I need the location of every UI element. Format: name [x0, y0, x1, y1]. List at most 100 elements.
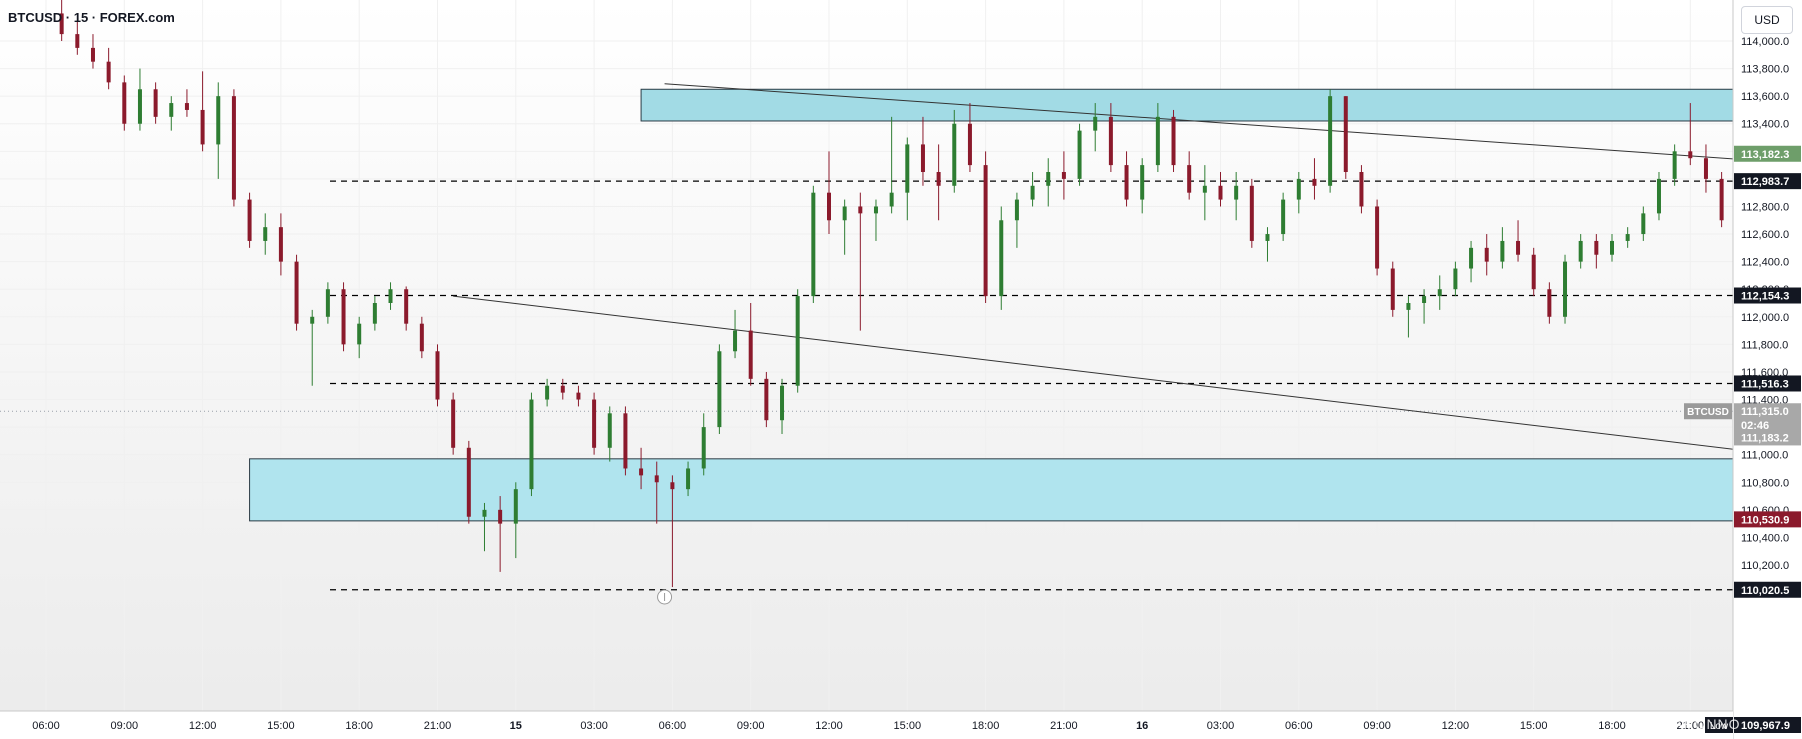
- svg-text:112,154.3: 112,154.3: [1741, 291, 1789, 303]
- candle: [341, 282, 346, 352]
- candle: [1703, 144, 1708, 193]
- supply-demand-zone[interactable]: [640, 88, 1802, 122]
- candle: [858, 192, 863, 331]
- candle: [419, 316, 424, 359]
- x-tick-label: 09:00: [111, 720, 139, 732]
- x-tick-label: 12:00: [815, 720, 843, 732]
- x-tick-label: 21:00: [1050, 720, 1078, 732]
- x-tick-label: 06:00: [1285, 720, 1313, 732]
- y-tick-label: 110,200.0: [1741, 560, 1789, 572]
- candle: [184, 89, 189, 117]
- candle: [278, 213, 283, 276]
- candle: [1234, 172, 1239, 221]
- candle: [1484, 234, 1489, 276]
- candle: [1625, 227, 1630, 248]
- candle: [310, 309, 315, 386]
- candle: [999, 206, 1004, 310]
- candle: [482, 502, 487, 552]
- x-tick-label: 16: [1136, 720, 1148, 732]
- low-tag: Low 109,967.9: [1705, 717, 1801, 733]
- price-tag-stop: 110,530.9: [1734, 511, 1801, 528]
- candle: [1641, 206, 1646, 241]
- candle: [607, 406, 612, 462]
- candle: [592, 392, 597, 455]
- candle: [1656, 172, 1661, 221]
- y-tick-label: 110,400.0: [1741, 532, 1789, 544]
- candle: [75, 20, 80, 55]
- trendline[interactable]: [453, 295, 1802, 541]
- svg-text:111,183.2: 111,183.2: [1741, 432, 1789, 444]
- y-tick-label: 111,800.0: [1741, 339, 1788, 351]
- candle: [639, 447, 644, 490]
- candle: [1422, 289, 1427, 324]
- candle: [623, 406, 628, 476]
- candle: [717, 344, 722, 434]
- x-tick-label: 12:00: [1442, 720, 1470, 732]
- candle: [560, 378, 565, 400]
- candle: [827, 151, 831, 235]
- candle: [247, 192, 252, 248]
- time-axis[interactable]: [0, 711, 1733, 739]
- candle: [1296, 172, 1301, 214]
- candle: [1531, 247, 1536, 297]
- candle: [1249, 178, 1254, 248]
- x-tick-label: 21:00: [424, 720, 452, 732]
- x-tick-label: 03:00: [580, 720, 608, 732]
- candle: [545, 378, 550, 407]
- candle: [952, 109, 957, 193]
- candle: [889, 116, 894, 214]
- x-tick-label: 15: [510, 720, 522, 732]
- price-tag-target: 113,182.3: [1734, 145, 1801, 162]
- currency-selector[interactable]: USD: [1741, 6, 1793, 34]
- x-tick-label: 15:00: [894, 720, 922, 732]
- svg-text:112,983.7: 112,983.7: [1741, 176, 1789, 188]
- svg-text:111,315.0: 111,315.0: [1741, 406, 1789, 418]
- svg-text:113,182.3: 113,182.3: [1741, 149, 1789, 161]
- x-tick-label: 15:00: [1520, 720, 1548, 732]
- y-tick-label: 112,400.0: [1741, 257, 1789, 269]
- candles: [59, 0, 1802, 588]
- candle: [1312, 158, 1317, 200]
- svg-text:02:46: 02:46: [1741, 420, 1769, 432]
- price-tag-level: 112,983.7: [1734, 173, 1801, 190]
- y-tick-label: 114,000.0: [1741, 36, 1789, 48]
- candle: [529, 392, 534, 497]
- candle: [200, 71, 205, 152]
- candle: [733, 309, 738, 359]
- candle: [1547, 282, 1552, 324]
- candle: [1124, 151, 1129, 207]
- candle: [795, 289, 800, 393]
- candle: [1500, 227, 1505, 269]
- zones: [249, 88, 1802, 522]
- symbol-title: BTCUSD · 15 · FOREX.com: [8, 10, 175, 25]
- candle: [1061, 151, 1066, 200]
- svg-text:BTCUSD: BTCUSD: [1687, 407, 1729, 418]
- candle: [1610, 234, 1614, 262]
- candle: [654, 461, 659, 524]
- candle: [1594, 234, 1599, 269]
- svg-text:109,967.9: 109,967.9: [1741, 720, 1790, 732]
- candle: [1218, 172, 1223, 207]
- candle: [1719, 172, 1724, 228]
- candle: [780, 378, 785, 434]
- candle: [90, 34, 95, 69]
- candle: [435, 344, 440, 407]
- candle: [1343, 96, 1348, 179]
- price-axis[interactable]: [1733, 0, 1802, 739]
- candle: [1453, 261, 1458, 297]
- candle: [1093, 103, 1098, 152]
- candle: [231, 89, 236, 207]
- price-tag-entry: 111,183.2: [1734, 429, 1801, 446]
- candle: [357, 316, 362, 359]
- x-tick-label: 21:00: [1677, 720, 1705, 732]
- y-tick-label: 113,800.0: [1741, 64, 1789, 76]
- candle: [1030, 172, 1035, 207]
- x-tick-label: 15:00: [267, 720, 295, 732]
- candle: [1155, 103, 1160, 172]
- candle: [811, 185, 816, 303]
- x-tick-label: 18:00: [1598, 720, 1626, 732]
- supply-demand-zone[interactable]: [249, 458, 1802, 522]
- candle: [1406, 296, 1411, 338]
